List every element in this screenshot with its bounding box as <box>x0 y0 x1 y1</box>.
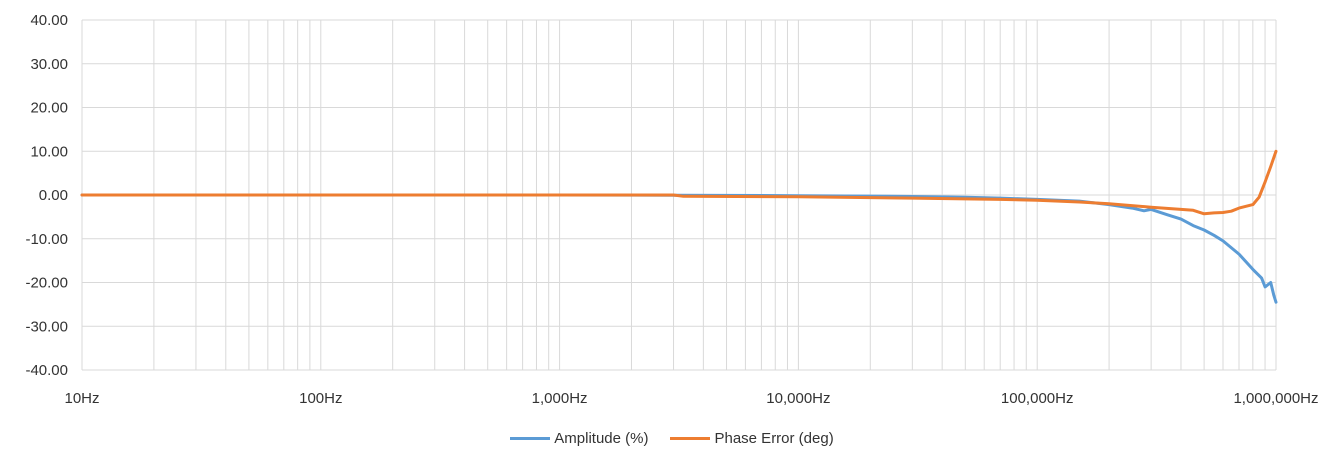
y-tick-label: -40.00 <box>25 362 68 379</box>
legend-swatch-amplitude <box>510 436 551 440</box>
legend-item-amplitude: Amplitude (%) <box>510 430 648 447</box>
y-tick-label: 40.00 <box>30 12 68 29</box>
series-line-phase-error <box>80 149 1278 216</box>
y-tick-label: 20.00 <box>30 100 68 117</box>
series-lines <box>80 149 1278 304</box>
y-tick-label: -10.00 <box>25 231 68 248</box>
x-tick-label: 10Hz <box>64 390 99 407</box>
x-tick-label: 100Hz <box>299 390 342 407</box>
y-tick-label: -30.00 <box>25 318 68 335</box>
y-tick-label: 0.00 <box>39 187 68 204</box>
y-tick-label: 30.00 <box>30 56 68 73</box>
x-axis-tick-labels: 10Hz 100Hz 1,000Hz 10,000Hz 100,000Hz 1,000,0… <box>64 390 1318 407</box>
legend-item-phase-error: Phase Error (deg) <box>670 429 834 447</box>
x-tick-label: 1,000Hz <box>532 390 588 407</box>
y-tick-label: -20.00 <box>25 275 68 292</box>
series-line-amplitude <box>80 193 1278 304</box>
legend-label-amplitude: Amplitude (%) <box>554 429 649 447</box>
legend-swatch-phase-error <box>670 436 711 440</box>
x-tick-label: 100,000Hz <box>1001 390 1074 407</box>
y-axis-tick-labels: 40.00 30.00 20.00 10.00 0.00 -10.00 -20.00 -30.… <box>25 12 68 379</box>
y-tick-label: 10.00 <box>30 143 68 160</box>
legend-label-phase-error: Phase Error (deg) <box>714 429 834 447</box>
line-chart: 40.00 30.00 20.00 10.00 0.00 -10.00 -20.00 -30.… <box>25 12 1318 407</box>
legend: Amplitude (%) Phase Error (deg) <box>0 428 1344 448</box>
x-tick-label: 10,000Hz <box>766 390 830 407</box>
x-tick-label: 1,000,000Hz <box>1233 390 1318 407</box>
